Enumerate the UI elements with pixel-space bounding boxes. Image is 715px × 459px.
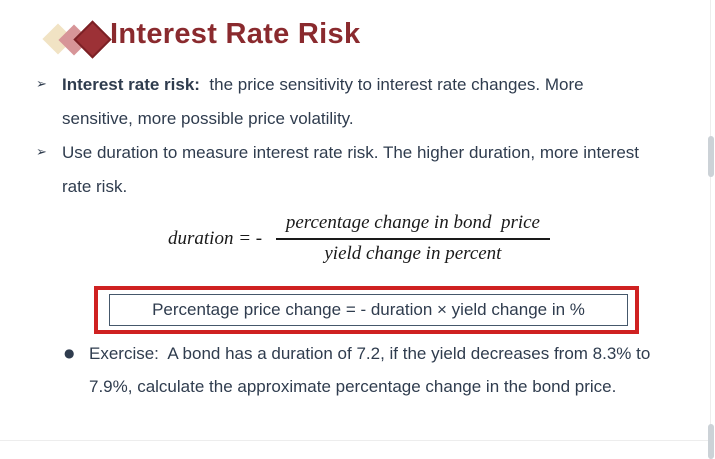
- boxed-formula: Percentage price change = - duration × y…: [109, 294, 628, 326]
- fraction-denominator: yield change in percent: [324, 243, 502, 264]
- highlight-red-box: Percentage price change = - duration × y…: [94, 286, 639, 334]
- formula-fraction: percentage change in bond price yield ch…: [275, 212, 550, 265]
- bullet-list: ➢ Interest rate risk: the price sensitiv…: [36, 68, 664, 204]
- arrow-bullet-icon: ➢: [36, 145, 47, 160]
- formula-lhs: duration = -: [168, 227, 267, 249]
- arrow-bullet-icon: ➢: [36, 77, 47, 92]
- bullet-body: the price sensitivity to interest rate c…: [62, 75, 589, 128]
- bullet-bold-label: Interest rate risk:: [62, 75, 200, 94]
- scrollbar-corner-thumb[interactable]: [708, 424, 714, 459]
- fraction-numerator: percentage change in bond price: [275, 212, 550, 240]
- bottom-divider-line: [0, 440, 710, 441]
- page-title: Interest Rate Risk: [110, 18, 361, 50]
- list-item: ➢ Use duration to measure interest rate …: [36, 136, 664, 204]
- bullet-body: Use duration to measure interest rate ri…: [62, 143, 644, 196]
- title-diamonds-icon: [42, 20, 112, 62]
- exercise-text: Exercise: A bond has a duration of 7.2, …: [89, 344, 656, 396]
- vertical-scrollbar-track[interactable]: [710, 0, 711, 459]
- boxed-formula-text: Percentage price change = - duration × y…: [152, 300, 585, 319]
- exercise-item: ● Exercise: A bond has a duration of 7.2…: [64, 337, 676, 403]
- list-item: ➢ Interest rate risk: the price sensitiv…: [36, 68, 664, 136]
- vertical-scrollbar-thumb[interactable]: [708, 136, 714, 177]
- circle-bullet-icon: ●: [64, 346, 75, 360]
- diamond-red-icon: [73, 20, 112, 59]
- bullet-text: Use duration to measure interest rate ri…: [62, 136, 657, 204]
- bullet-text: Interest rate risk: the price sensitivit…: [62, 68, 657, 136]
- duration-formula: duration = - percentage change in bond p…: [168, 212, 550, 265]
